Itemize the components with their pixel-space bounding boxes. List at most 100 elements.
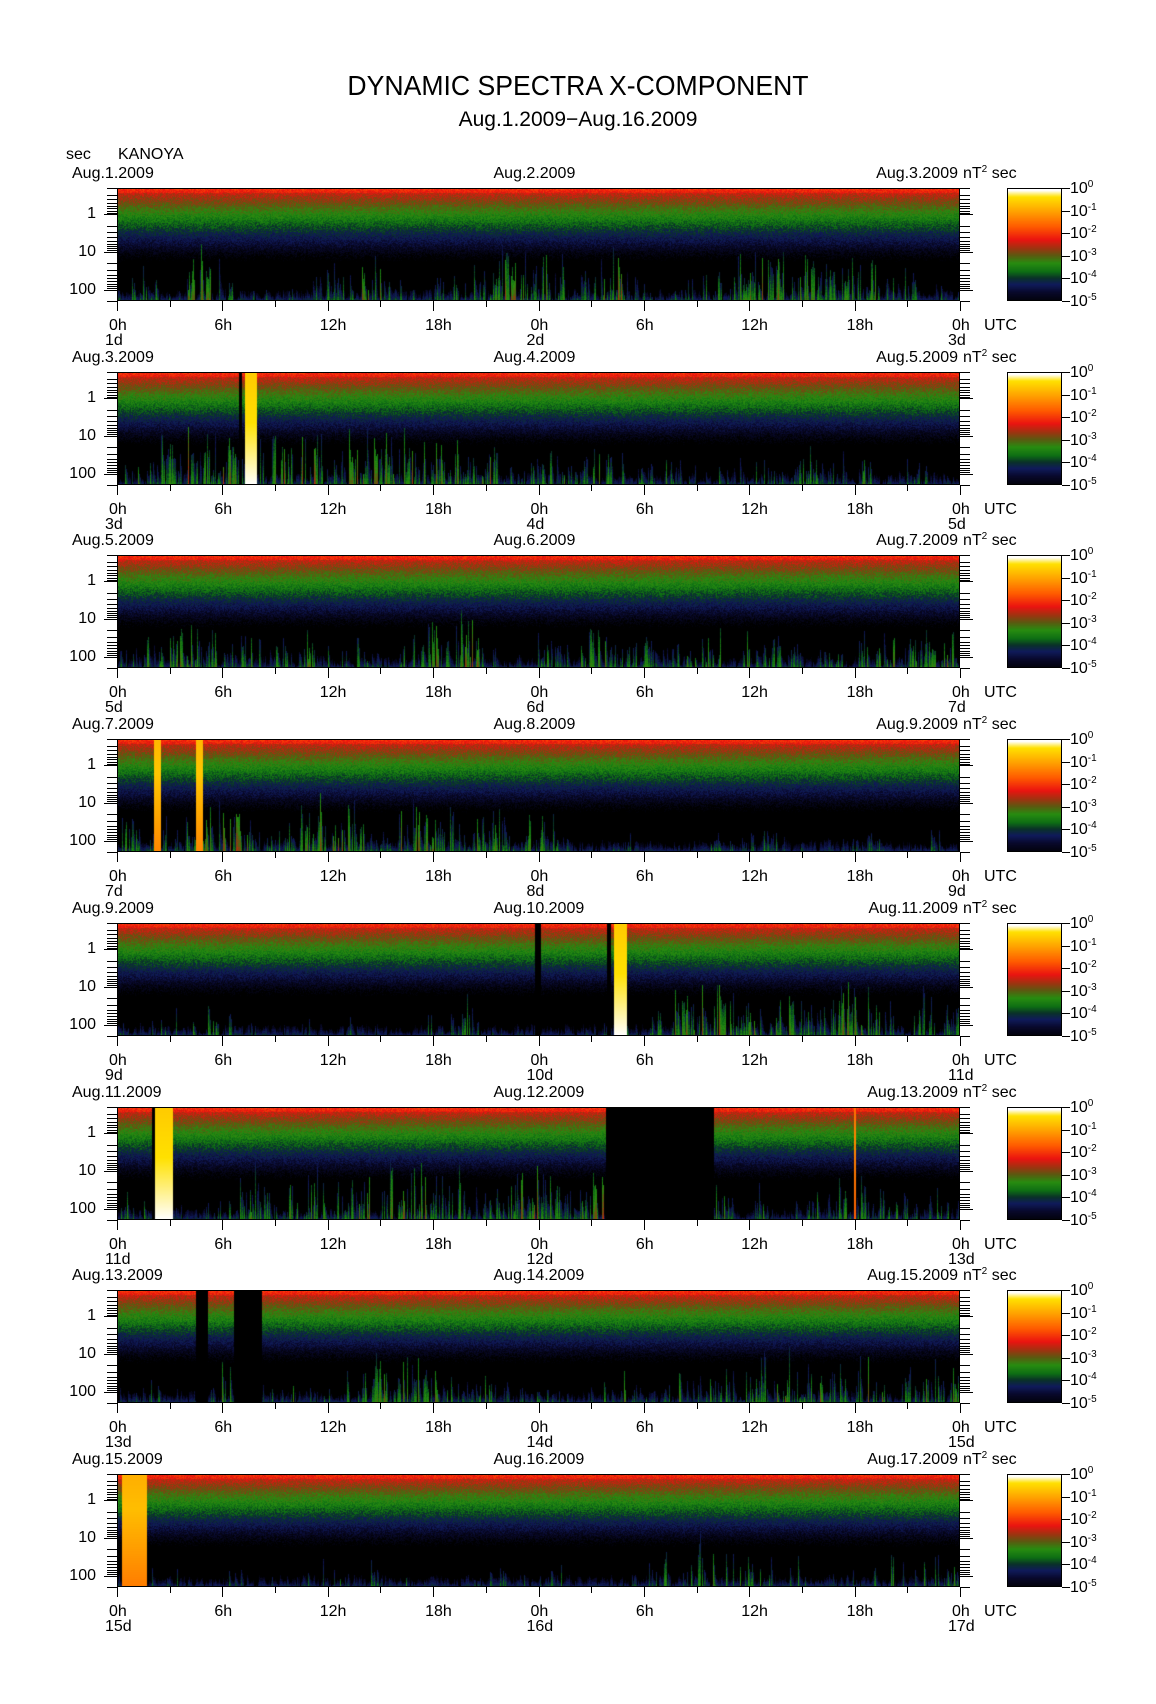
- y-minor-tick: [107, 1124, 117, 1126]
- y-minor-tick: [960, 194, 970, 196]
- y-minor-tick: [107, 579, 117, 581]
- x-tick-label: 18h: [846, 1236, 874, 1253]
- x-tick-label: 0h: [530, 1236, 549, 1253]
- x-tick: [749, 1587, 751, 1597]
- x-tick: [485, 1220, 487, 1226]
- colorbar: [1007, 1474, 1062, 1587]
- x-tick: [960, 301, 961, 311]
- y-minor-tick: [960, 1342, 970, 1344]
- date-left: Aug.11.2009: [72, 1084, 162, 1101]
- x-tick-label: 0h: [109, 1603, 127, 1620]
- y-minor-tick: [960, 929, 970, 931]
- x-tick: [538, 301, 540, 311]
- y-tick-label: 10: [78, 1344, 96, 1362]
- colorbar-unit: nT2 sec: [963, 1450, 1017, 1468]
- y-minor-tick: [107, 427, 117, 429]
- y-minor-tick: [107, 389, 117, 391]
- x-tick: [749, 668, 751, 678]
- colorbar-gradient: [1008, 1108, 1061, 1219]
- y-minor-tick: [107, 832, 117, 834]
- unit-suffix: sec: [991, 349, 1017, 366]
- x-tick: [801, 668, 803, 674]
- colorbar-tick-exponent: -5: [1087, 1578, 1097, 1589]
- y-minor-tick: [107, 421, 117, 422]
- x-tick: [222, 1036, 224, 1046]
- y-minor-tick: [960, 205, 970, 207]
- y-minor-tick: [960, 975, 970, 977]
- y-minor-tick: [960, 1165, 970, 1167]
- x-tick-label: 12h: [741, 1419, 768, 1436]
- y-minor-tick: [960, 985, 970, 987]
- y-minor-tick: [107, 555, 117, 556]
- x-tick: [696, 1403, 698, 1409]
- y-minor-tick: [960, 1376, 970, 1378]
- y-minor-tick: [960, 1334, 970, 1336]
- x-tick: [538, 668, 540, 678]
- x-tick: [380, 1403, 382, 1409]
- x-tick: [327, 1587, 329, 1597]
- colorbar-tick-label: 100: [1070, 546, 1093, 564]
- colorbar-tick-label: 10-4: [1070, 636, 1097, 654]
- y-major-tick: [104, 986, 117, 988]
- unit-base: nT: [963, 532, 982, 549]
- y-minor-tick: [960, 943, 970, 945]
- y-minor-tick: [107, 1371, 117, 1373]
- colorbar-tick: [1062, 1496, 1070, 1498]
- x-tick-label: 12h: [319, 1603, 347, 1620]
- date-left: Aug.9.2009: [72, 900, 154, 917]
- x-tick-label: 6h: [635, 1052, 654, 1069]
- colorbar-tick: [1062, 990, 1070, 992]
- x-tick: [169, 485, 171, 491]
- y-tick-label: 100: [69, 1199, 96, 1217]
- colorbar-tick-base: 10: [1070, 1579, 1088, 1596]
- colorbar-tick: [1062, 210, 1070, 212]
- y-minor-tick: [107, 1182, 117, 1184]
- y-minor-tick: [960, 232, 970, 234]
- spectrogram-heatmap: [118, 1291, 959, 1402]
- y-minor-tick: [960, 409, 970, 411]
- y-minor-tick: [107, 1365, 117, 1367]
- y-minor-tick: [960, 250, 970, 252]
- y-minor-tick: [960, 838, 970, 840]
- y-minor-tick: [960, 263, 970, 265]
- y-minor-tick: [960, 753, 970, 755]
- day-label: 17d: [948, 1618, 975, 1635]
- utc-label: UTC: [984, 1419, 1017, 1436]
- colorbar-tick: [1062, 1220, 1070, 1221]
- colorbar-tick-label: 10-2: [1070, 408, 1097, 426]
- colorbar-tick-exponent: 0: [1087, 1281, 1094, 1292]
- y-minor-tick: [107, 566, 117, 568]
- y-minor-tick: [107, 1491, 117, 1493]
- unit-base: nT: [963, 349, 982, 366]
- unit-suffix: sec: [991, 165, 1017, 182]
- x-tick: [275, 485, 277, 491]
- y-minor-tick: [960, 937, 970, 939]
- y-minor-tick: [107, 1385, 117, 1387]
- y-minor-tick: [107, 653, 117, 654]
- x-tick-label: 6h: [214, 1419, 233, 1436]
- x-tick-label: 0h: [109, 501, 127, 518]
- date-mid: Aug.2.2009: [493, 165, 576, 182]
- day-label: 4d: [526, 516, 545, 533]
- y-minor-tick: [960, 641, 970, 643]
- y-minor-tick: [960, 421, 970, 422]
- y-tick-label: 10: [78, 793, 96, 811]
- y-minor-tick: [960, 1205, 970, 1206]
- y-major-tick: [104, 251, 117, 253]
- colorbar-tick-exponent: -1: [1087, 1120, 1097, 1132]
- y-minor-tick: [107, 998, 117, 1000]
- colorbar-tick-label: 10-3: [1070, 1166, 1097, 1184]
- colorbar-tick-exponent: 0: [1087, 914, 1094, 925]
- y-minor-tick: [960, 1491, 970, 1493]
- colorbar-tick-exponent: -3: [1087, 613, 1097, 625]
- colorbar-tick-exponent: -4: [1087, 1371, 1097, 1383]
- y-minor-tick: [107, 575, 117, 577]
- date-mid: Aug.8.2009: [493, 716, 576, 733]
- x-tick: [538, 1403, 540, 1413]
- y-minor-tick: [960, 1151, 970, 1153]
- day-label: 15d: [105, 1618, 132, 1635]
- y-minor-tick: [107, 1480, 117, 1482]
- x-tick-label: 0h: [109, 1052, 127, 1069]
- y-minor-tick: [107, 975, 117, 977]
- day-label: 1d: [105, 332, 123, 349]
